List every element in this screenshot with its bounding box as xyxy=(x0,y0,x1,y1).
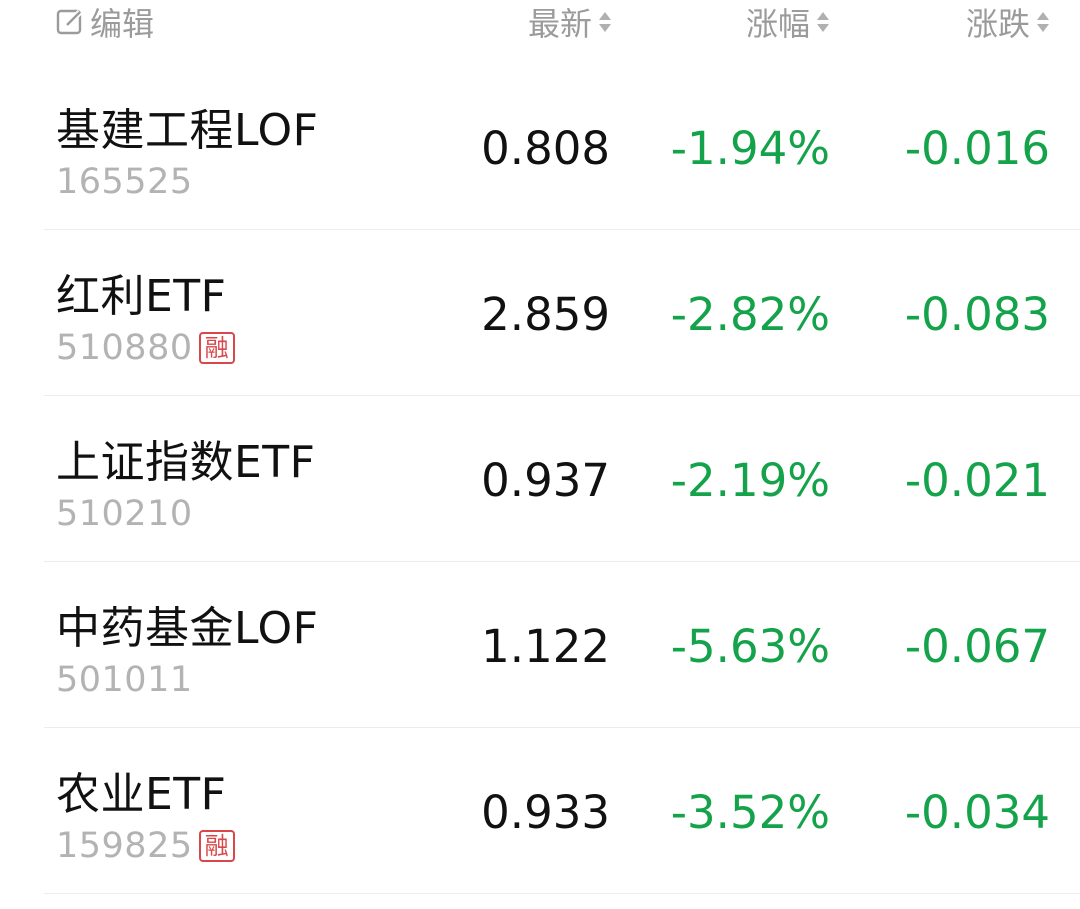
watchlist: 基建工程LOF 165525 0.808 -1.94% -0.016 红利ETF… xyxy=(0,64,1080,894)
margin-badge: 融 xyxy=(198,830,235,862)
fund-code: 165525 xyxy=(56,162,193,202)
edit-icon xyxy=(56,9,83,35)
fund-name: 红利ETF xyxy=(56,271,227,322)
sort-icon xyxy=(817,12,829,32)
change-percent: -2.82% xyxy=(670,288,830,341)
pct-header-label: 涨幅 xyxy=(745,5,810,43)
sort-pct-header[interactable]: 涨幅 xyxy=(745,2,830,43)
fund-name: 中药基金LOF xyxy=(56,603,319,654)
sort-icon xyxy=(1037,12,1049,32)
change-percent: -1.94% xyxy=(670,122,830,175)
sort-icon xyxy=(599,12,611,32)
change-amount: -0.083 xyxy=(904,288,1050,341)
latest-header-label: 最新 xyxy=(527,5,592,43)
fund-name: 上证指数ETF xyxy=(56,437,316,488)
fund-name: 基建工程LOF xyxy=(56,105,319,156)
change-amount: -0.034 xyxy=(904,786,1050,839)
change-amount: -0.016 xyxy=(904,122,1050,175)
list-item[interactable]: 中药基金LOF 501011 1.122 -5.63% -0.067 xyxy=(0,562,1080,728)
edit-label: 编辑 xyxy=(90,5,155,43)
latest-price: 0.937 xyxy=(481,454,610,507)
latest-price: 0.808 xyxy=(481,122,610,175)
change-percent: -3.52% xyxy=(670,786,830,839)
list-item[interactable]: 红利ETF 510880 融 2.859 -2.82% -0.083 xyxy=(0,230,1080,396)
change-amount: -0.067 xyxy=(904,620,1050,673)
fund-code: 159825 xyxy=(56,826,193,866)
sort-latest-header[interactable]: 最新 xyxy=(527,2,612,43)
sort-change-header[interactable]: 涨跌 xyxy=(965,2,1050,43)
edit-button[interactable]: 编辑 xyxy=(56,2,155,43)
fund-code: 510210 xyxy=(56,494,193,534)
fund-code: 510880 xyxy=(56,328,193,368)
fund-code-group: 510880 融 xyxy=(56,328,235,368)
fund-name: 农业ETF xyxy=(56,769,227,820)
list-item[interactable]: 基建工程LOF 165525 0.808 -1.94% -0.016 xyxy=(0,64,1080,230)
fund-code-group: 159825 融 xyxy=(56,826,235,866)
change-header-label: 涨跌 xyxy=(965,5,1030,43)
change-percent: -5.63% xyxy=(670,620,830,673)
latest-price: 0.933 xyxy=(481,786,610,839)
fund-code-group: 165525 xyxy=(56,162,193,202)
fund-code: 501011 xyxy=(56,660,193,700)
latest-price: 2.859 xyxy=(481,288,610,341)
list-item[interactable]: 上证指数ETF 510210 0.937 -2.19% -0.021 xyxy=(0,396,1080,562)
margin-badge: 融 xyxy=(198,332,235,364)
fund-code-group: 501011 xyxy=(56,660,193,700)
fund-code-group: 510210 xyxy=(56,494,193,534)
change-percent: -2.19% xyxy=(670,454,830,507)
change-amount: -0.021 xyxy=(904,454,1050,507)
list-item[interactable]: 农业ETF 159825 融 0.933 -3.52% -0.034 xyxy=(0,728,1080,894)
latest-price: 1.122 xyxy=(481,620,610,673)
list-header: 编辑 最新 涨幅 涨跌 xyxy=(0,0,1080,48)
